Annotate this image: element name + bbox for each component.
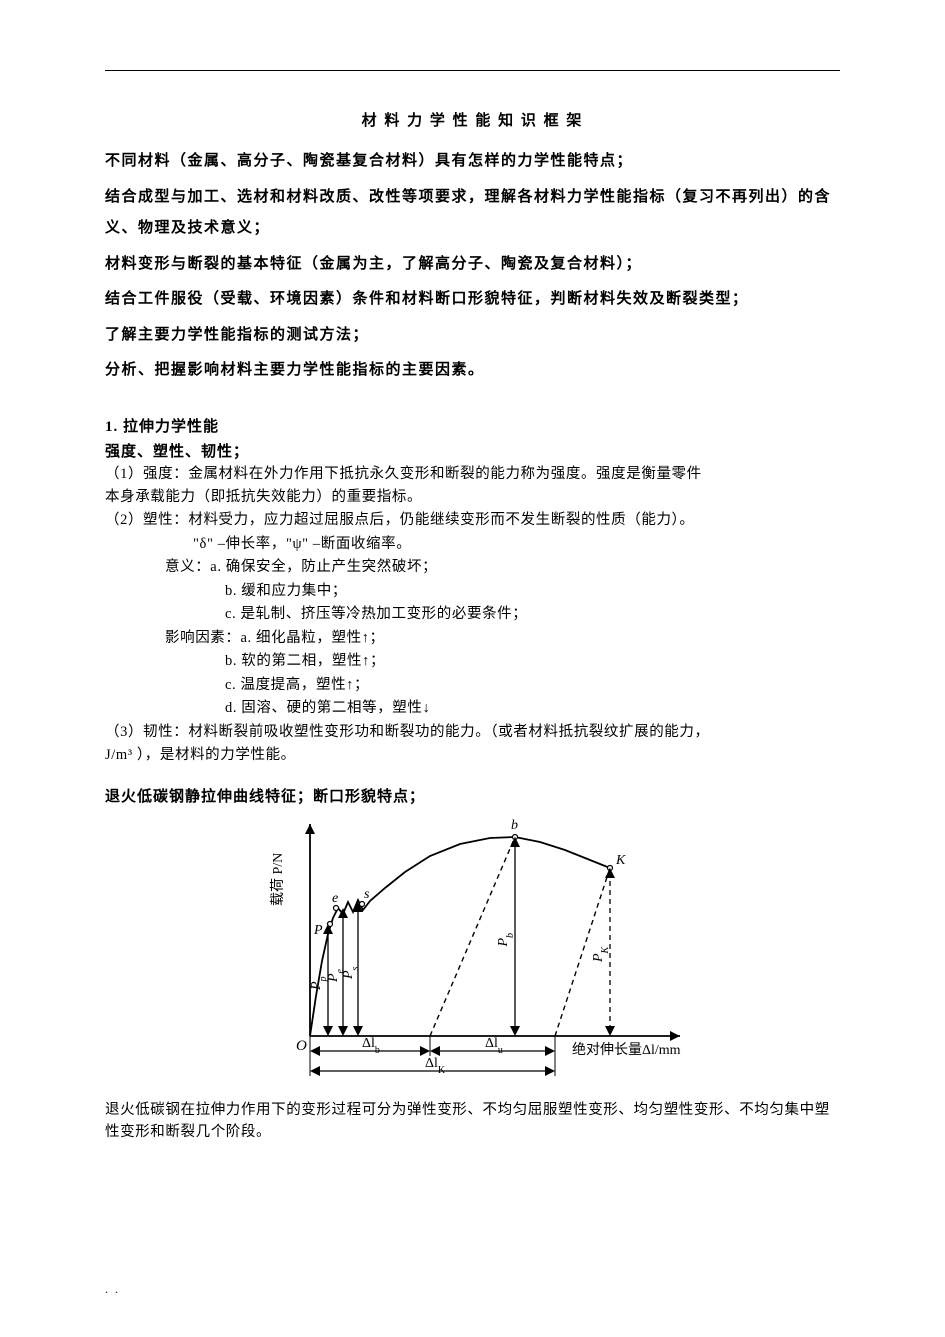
item-2a: （2）塑性：材料受力，应力超过屈服点后，仍能继续变形而不发生断裂的性质（能力）。: [105, 509, 840, 531]
item-3a: （3）韧性：材料断裂前吸收塑性变形功和断裂功的能力。（或者材料抵抗裂纹扩展的能力…: [105, 721, 840, 743]
intro-para-4: 了解主要力学性能指标的测试方法；: [105, 320, 840, 352]
meaning-b: b. 缓和应力集中；: [105, 580, 840, 602]
svg-text:e: e: [332, 891, 338, 906]
factor-a: 影响因素：a. 细化晶粒，塑性↑；: [105, 627, 840, 649]
intro-para-1: 结合成型与加工、选材和材料改质、改性等项要求，理解各材料力学性能指标（复习不再列…: [105, 182, 840, 245]
tensile-curve-chart: 载荷 P/NOPesbKPpPePsPbPKΔlbΔluΔlK绝对伸长量Δl/m…: [105, 816, 840, 1091]
svg-text:ΔlK: ΔlK: [425, 1056, 446, 1076]
chart-header: 退火低碳钢静拉伸曲线特征；断口形貌特点；: [105, 785, 840, 806]
intro-para-2: 材料变形与断裂的基本特征（金属为主，了解高分子、陶瓷及复合材料）；: [105, 249, 840, 281]
svg-text:O: O: [296, 1038, 307, 1054]
meaning-a: 意义：a. 确保安全，防止产生突然破坏；: [105, 556, 840, 578]
svg-text:载荷 P/N: 载荷 P/N: [270, 852, 286, 905]
item-3b: J/m³ ），是材料的力学性能。: [105, 744, 840, 766]
svg-text:P: P: [313, 923, 323, 938]
intro-para-3: 结合工件服役（受载、环境因素）条件和材料断口形貌特征，判断材料失效及断裂类型；: [105, 284, 840, 316]
doc-title: 材 料 力 学 性 能 知 识 框 架: [105, 109, 840, 130]
svg-text:K: K: [615, 853, 626, 868]
chart-caption: 退火低碳钢在拉伸力作用下的变形过程可分为弹性变形、不均匀屈服塑性变形、均匀塑性变…: [105, 1099, 840, 1144]
factor-c: c. 温度提高，塑性↑；: [105, 674, 840, 696]
intro-para-5: 分析、把握影响材料主要力学性能指标的主要因素。: [105, 355, 840, 387]
svg-text:Δlu: Δlu: [485, 1036, 503, 1056]
svg-text:Δlb: Δlb: [362, 1036, 380, 1056]
factor-b: b. 软的第二相，塑性↑；: [105, 650, 840, 672]
svg-text:s: s: [364, 887, 370, 902]
svg-text:b: b: [511, 818, 518, 833]
footer-dots: . .: [105, 1282, 120, 1297]
section-1-subhead: 强度、塑性、韧性；: [105, 440, 840, 461]
meaning-c: c. 是轧制、挤压等冷热加工变形的必要条件；: [105, 603, 840, 625]
svg-text:Pb: Pb: [496, 933, 516, 948]
factor-d: d. 固溶、硬的第二相等，塑性↓: [105, 697, 840, 719]
item-2b: "δ" –伸长率，"ψ" –断面收缩率。: [105, 533, 840, 555]
intro-para-0: 不同材料（金属、高分子、陶瓷基复合材料）具有怎样的力学性能特点；: [105, 146, 840, 178]
section-1-header: 1. 拉伸力学性能: [105, 415, 840, 436]
svg-text:PK: PK: [591, 945, 611, 963]
item-1b: 本身承载能力（即抵抗失效能力）的重要指标。: [105, 486, 840, 508]
svg-text:绝对伸长量Δl/mm: 绝对伸长量Δl/mm: [572, 1042, 681, 1058]
item-1a: （1）强度：金属材料在外力作用下抵抗永久变形和断裂的能力称为强度。强度是衡量零件: [105, 463, 840, 485]
top-rule: [105, 70, 840, 71]
tensile-curve-svg: 载荷 P/NOPesbKPpPePsPbPKΔlbΔluΔlK绝对伸长量Δl/m…: [250, 816, 695, 1091]
